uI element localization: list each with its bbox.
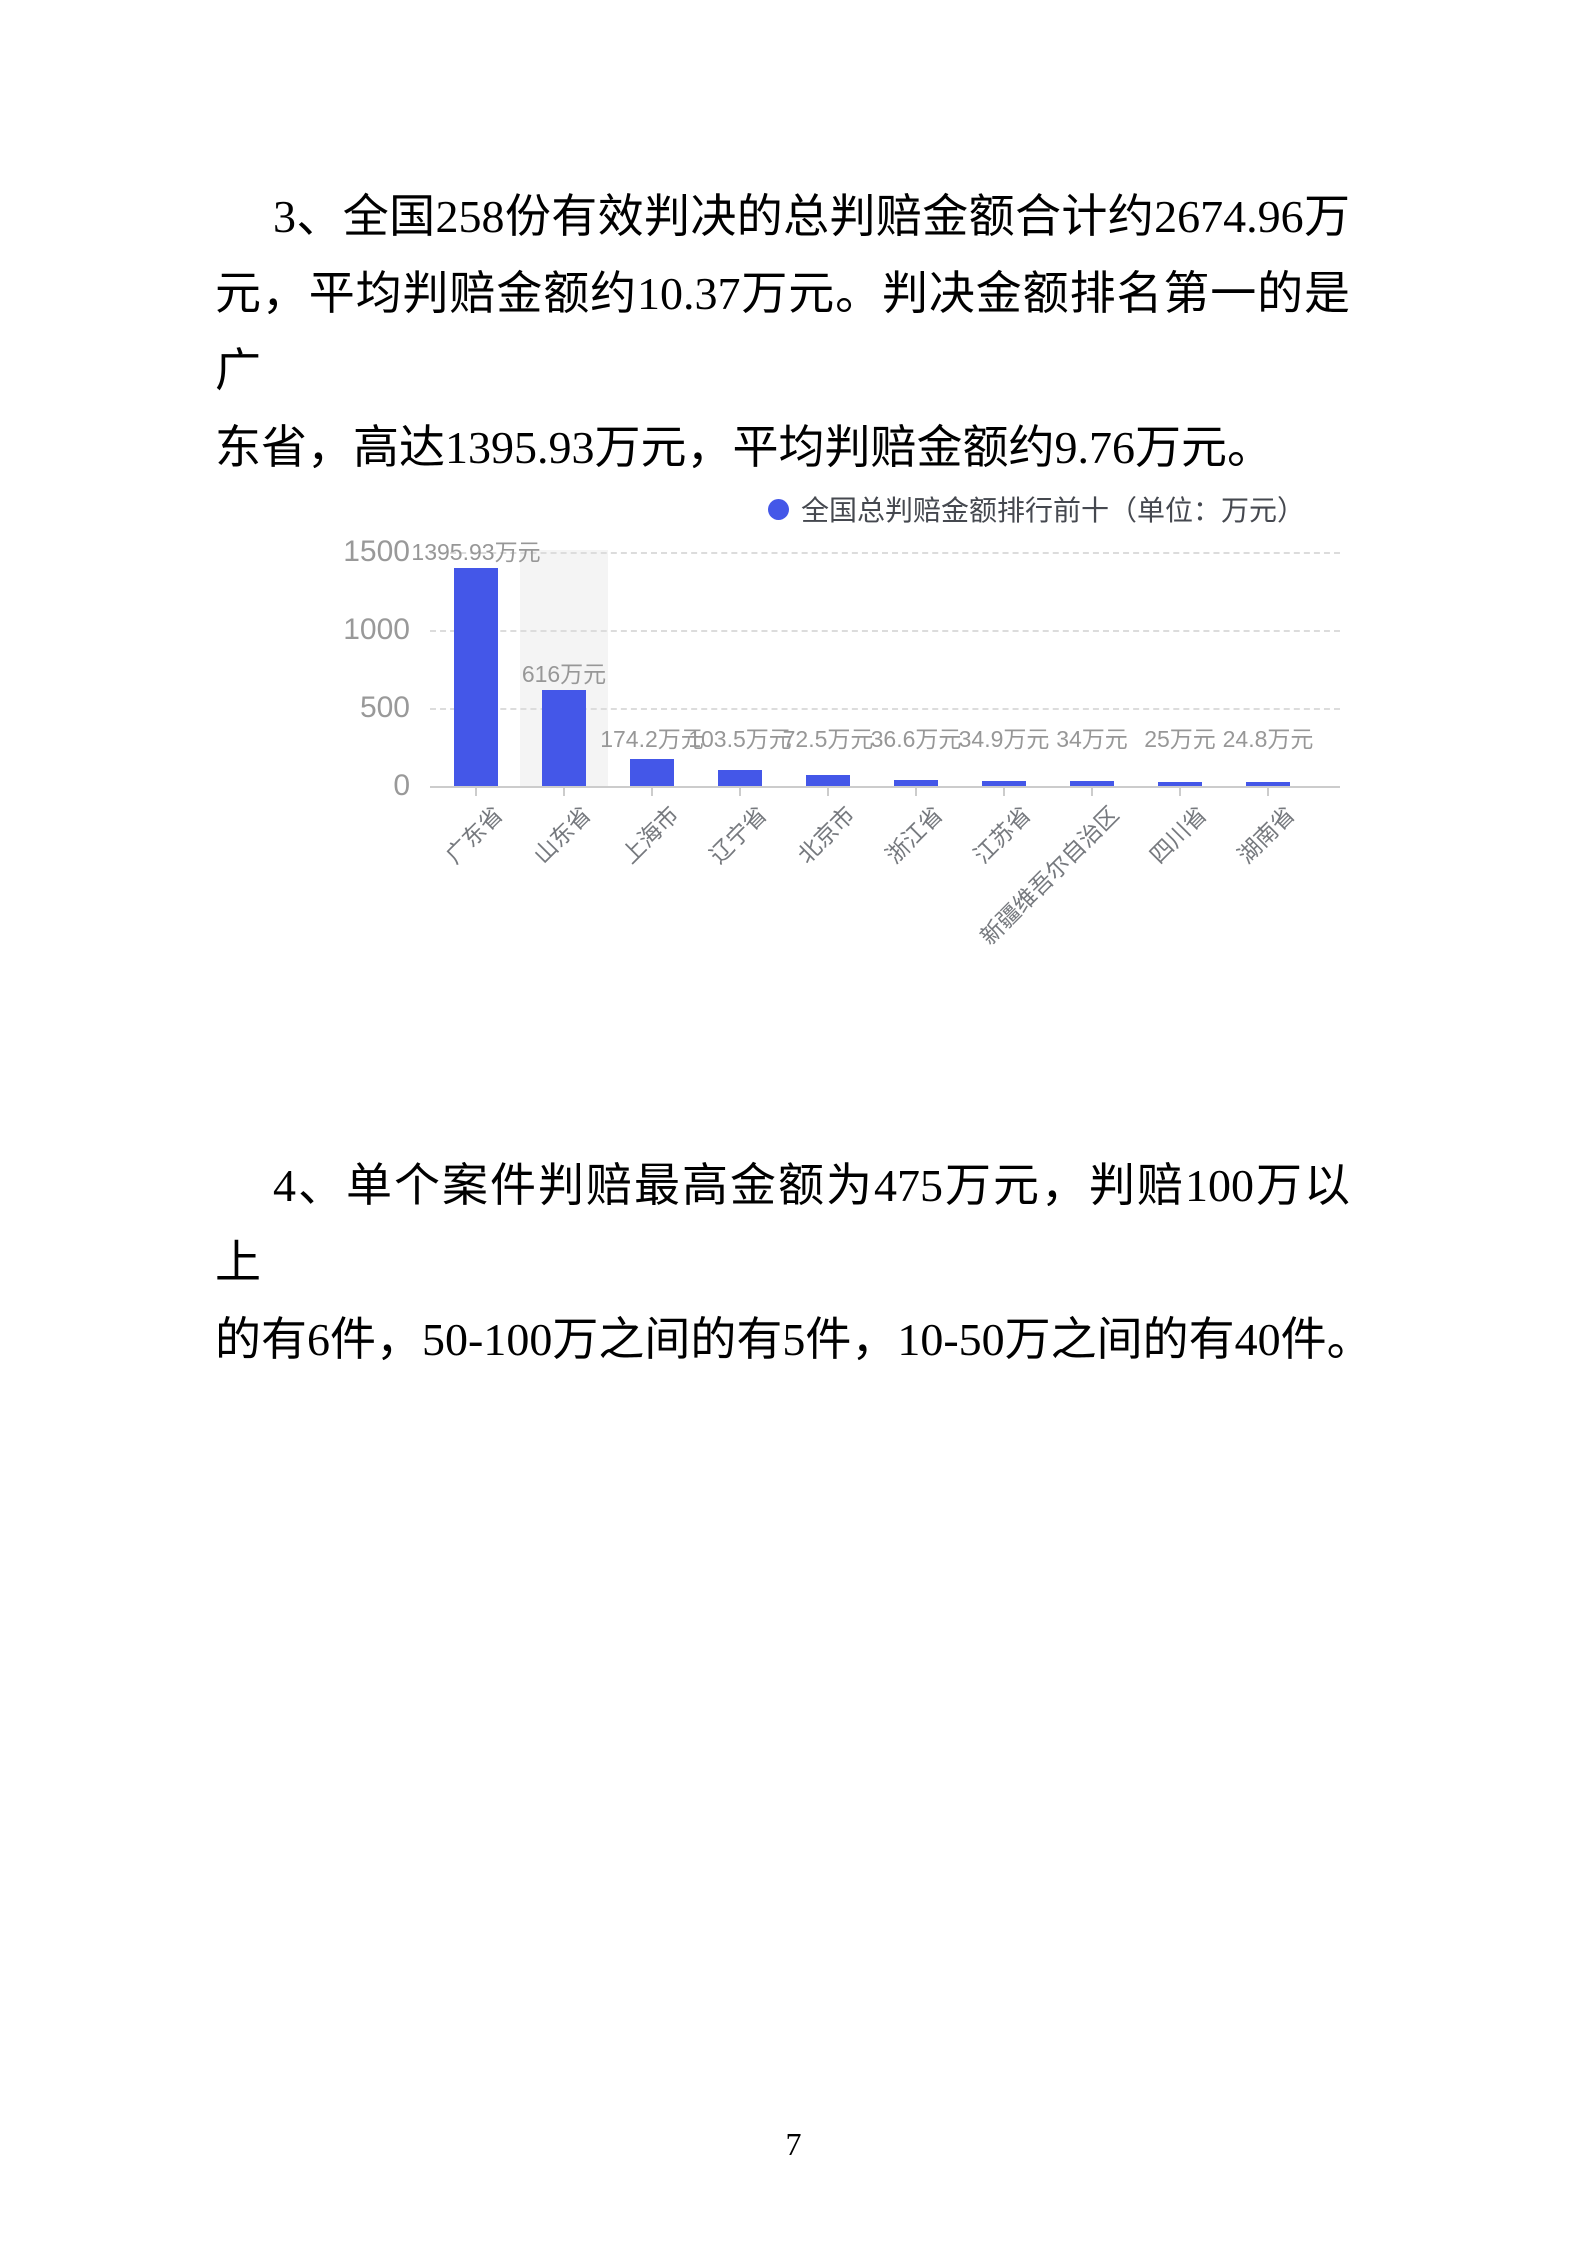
axis-tick xyxy=(1091,787,1093,796)
bar xyxy=(718,769,762,786)
bar-chart: 全国总判赔金额排行前十（单位：万元） 0 500 1000 1500 1395.93万元… xyxy=(330,480,1340,1010)
gridline xyxy=(430,708,1340,710)
paragraph-3-line-1: 3、全国258份有效判决的总判赔金额合计约2674.96万 xyxy=(273,191,1350,242)
bar-value-label: 24.8万元 xyxy=(1222,726,1314,752)
axis-tick xyxy=(1179,787,1181,796)
x-axis-category-label: 山东省 xyxy=(528,801,596,869)
paragraph-4-line-1: 4、单个案件判赔最高金额为475万元，判赔100万以上 xyxy=(215,1160,1350,1288)
bar xyxy=(1246,782,1290,786)
y-axis-tick-label: 1500 xyxy=(343,535,410,568)
x-axis-category-label: 四川省 xyxy=(1144,801,1212,869)
bar-value-label: 174.2万元 xyxy=(600,726,704,752)
axis-tick xyxy=(1003,787,1005,796)
bar-value-label: 72.5万元 xyxy=(782,726,874,752)
bar-value-label: 103.5万元 xyxy=(688,726,792,752)
bar xyxy=(1070,780,1114,786)
axis-tick xyxy=(827,787,829,796)
bar-value-label: 1395.93万元 xyxy=(411,539,541,566)
bar-value-label: 34万元 xyxy=(1056,726,1128,752)
gridline xyxy=(430,552,1340,554)
bar xyxy=(982,780,1026,786)
bar xyxy=(454,568,498,786)
paragraph-4: 4、单个案件判赔最高金额为475万元，判赔100万以上 的有6件，50-100万… xyxy=(215,1147,1373,1378)
bar-value-label: 25万元 xyxy=(1144,726,1216,752)
bar-value-label: 36.6万元 xyxy=(870,726,962,752)
bar xyxy=(630,758,674,786)
bar-value-label: 616万元 xyxy=(521,660,607,687)
x-axis-category-label: 广东省 xyxy=(440,801,508,869)
x-axis-category-label: 浙江省 xyxy=(880,801,948,869)
paragraph-4-line-2: 的有6件，50-100万之间的有5件，10-50万之间的有40件。 xyxy=(215,1314,1373,1365)
axis-tick xyxy=(915,787,917,796)
gridline xyxy=(430,630,1340,632)
x-axis-category-label: 江苏省 xyxy=(968,801,1036,869)
x-axis-line xyxy=(430,786,1340,788)
bar xyxy=(542,689,586,786)
legend-label: 全国总判赔金额排行前十（单位：万元） xyxy=(801,495,1306,526)
paragraph-3: 3、全国258份有效判决的总判赔金额合计约2674.96万 元，平均判赔金额约1… xyxy=(215,178,1350,486)
bar xyxy=(894,780,938,786)
paragraph-3-line-2: 元，平均判赔金额约10.37万元。判决金额排名第一的是广 xyxy=(215,268,1350,396)
bar xyxy=(806,774,850,786)
y-axis-tick-label: 0 xyxy=(393,769,410,802)
page-number: 7 xyxy=(785,2126,802,2162)
axis-tick xyxy=(651,787,653,796)
paragraph-3-line-3: 东省，高达1395.93万元，平均判赔金额约9.76万元。 xyxy=(215,422,1273,473)
chart-legend: 全国总判赔金额排行前十（单位：万元） xyxy=(768,492,1305,526)
axis-tick xyxy=(563,787,565,796)
axis-tick xyxy=(475,787,477,796)
bar-value-label: 34.9万元 xyxy=(958,726,1050,752)
x-axis-category-label: 湖南省 xyxy=(1232,801,1300,869)
bar xyxy=(1158,782,1202,786)
axis-tick xyxy=(1267,787,1269,796)
y-axis-tick-label: 500 xyxy=(359,691,410,724)
legend-dot-icon xyxy=(768,498,789,520)
x-axis-category-label: 辽宁省 xyxy=(704,801,772,869)
x-axis-category-label: 上海市 xyxy=(616,801,684,869)
x-axis-category-label: 北京市 xyxy=(792,801,860,869)
y-axis-tick-label: 1000 xyxy=(343,613,410,646)
axis-tick xyxy=(739,787,741,796)
